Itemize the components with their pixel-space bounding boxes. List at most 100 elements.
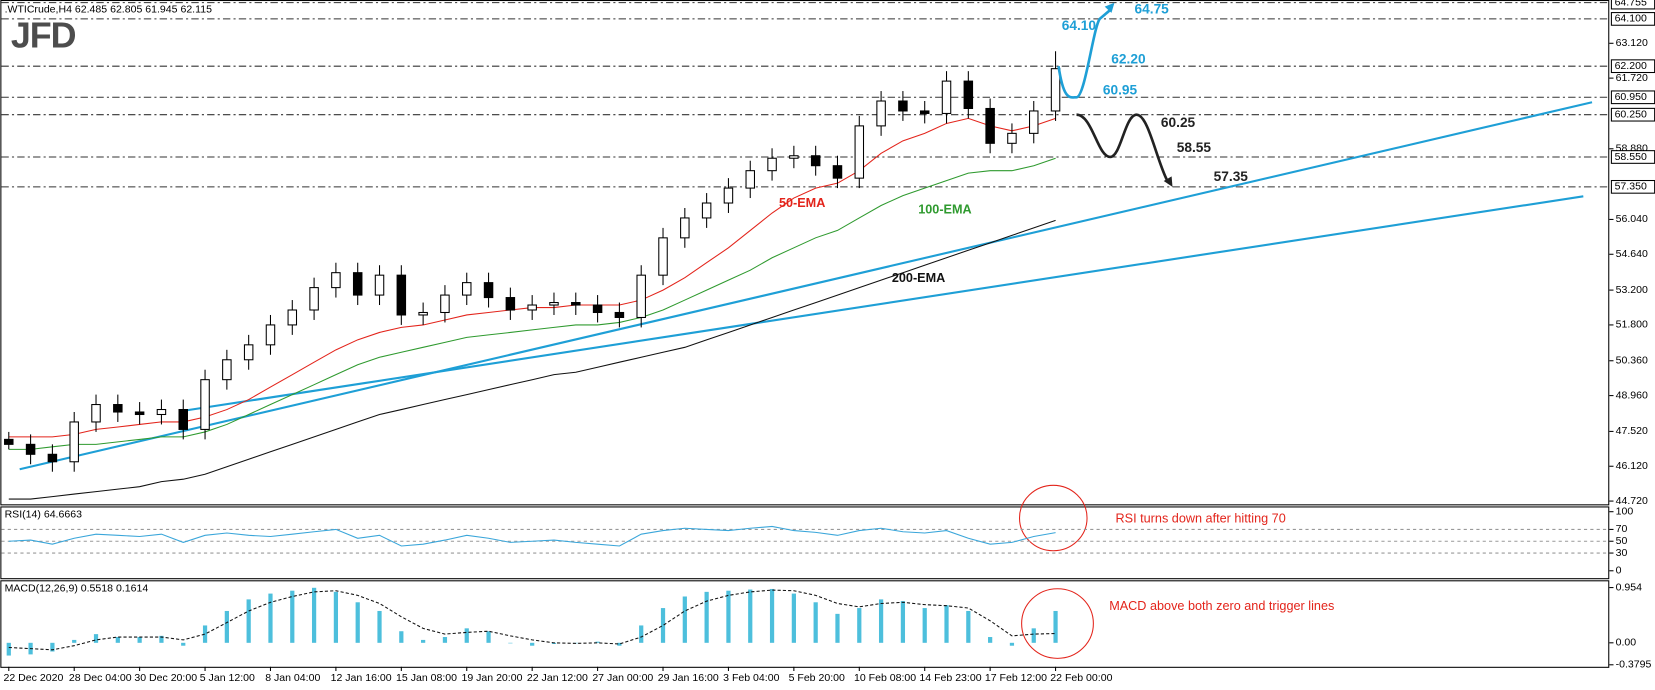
y-tick-label: 30 — [1616, 547, 1628, 559]
rsi-header: RSI(14) 64.6663 — [5, 509, 83, 521]
scenario-label: 57.35 — [1214, 169, 1249, 184]
candle-body — [462, 282, 472, 296]
candle-body — [483, 282, 494, 299]
x-tick-label: 3 Feb 04:00 — [723, 672, 779, 684]
macd-bar — [50, 642, 55, 652]
y-tick-label: 63.120 — [1616, 37, 1648, 49]
candle-body — [91, 404, 101, 423]
x-tick-label: 15 Jan 08:00 — [396, 672, 457, 684]
level-label: 64.755 — [1615, 0, 1647, 8]
macd-bar — [791, 593, 796, 643]
macd-bar — [377, 610, 382, 643]
watermark-logo: JFD — [11, 15, 76, 55]
scenario-label: 58.55 — [1177, 140, 1212, 155]
x-tick-label: 12 Jan 16:00 — [331, 672, 392, 684]
candle-body — [287, 309, 298, 326]
candle-body — [636, 274, 646, 318]
macd-bar — [137, 637, 142, 643]
candle-body — [352, 272, 363, 296]
candle-body — [243, 344, 254, 361]
bearish-scenario-arrow — [1076, 113, 1169, 182]
macd-bar — [1031, 628, 1036, 643]
level-label: 64.100 — [1615, 13, 1647, 25]
macd-bar — [202, 625, 208, 643]
candle-body — [898, 100, 908, 112]
macd-bar — [486, 631, 491, 643]
y-tick-label: 47.520 — [1616, 425, 1648, 437]
x-tick-label: 30 Dec 20:00 — [134, 672, 197, 684]
y-tick-label: -0.3795 — [1616, 659, 1652, 671]
macd-bar — [551, 642, 557, 644]
x-tick-label: 28 Dec 04:00 — [69, 672, 132, 684]
macd-bar — [704, 591, 709, 643]
y-tick-label: 50.360 — [1616, 355, 1648, 367]
y-tick-label: 0 — [1616, 565, 1622, 577]
trendline — [19, 101, 1593, 471]
rsi-highlight-circle — [1018, 484, 1088, 552]
candle-body — [418, 311, 428, 316]
x-tick-label: 8 Jan 04:00 — [265, 672, 320, 684]
macd-bar — [682, 596, 687, 643]
candle-body — [222, 359, 232, 381]
macd-bar — [660, 608, 666, 643]
scenario-label: 62.20 — [1111, 51, 1146, 66]
candle-body — [265, 324, 276, 346]
candle-body — [374, 274, 385, 296]
macd-bar — [1053, 610, 1058, 643]
price-header: .WTICrude,H4 62.485 62.805 61.945 62.115 — [5, 3, 213, 15]
macd-bar — [900, 601, 906, 643]
y-tick-label: 56.040 — [1616, 213, 1648, 225]
macd-bar — [769, 588, 775, 643]
macd-bar — [290, 590, 295, 643]
candle-body — [614, 311, 625, 318]
scenario-label: 60.25 — [1161, 115, 1196, 130]
macd-bar — [813, 602, 818, 643]
scenario-label: 64.10 — [1062, 18, 1097, 33]
candle-body — [69, 421, 79, 463]
macd-bar — [355, 602, 360, 643]
ema-label: 50-EMA — [779, 196, 825, 210]
candle-body — [200, 379, 210, 430]
macd-bar — [922, 608, 927, 643]
y-tick-label: 51.800 — [1616, 319, 1648, 331]
ema-line — [8, 219, 1056, 500]
candle-body — [571, 302, 581, 306]
macd-bar — [464, 628, 469, 643]
scenario-label: 64.75 — [1135, 2, 1170, 17]
macd-bar — [93, 634, 99, 643]
x-tick-label: 5 Feb 20:00 — [789, 672, 845, 684]
x-tick-label: 29 Jan 16:00 — [658, 672, 719, 684]
level-label: 60.250 — [1615, 108, 1647, 120]
candle-body — [876, 100, 886, 127]
arrow-head — [1104, 2, 1115, 13]
level-label: 57.350 — [1615, 181, 1647, 193]
candle-body — [156, 408, 167, 416]
x-tick-label: 5 Jan 12:00 — [200, 672, 255, 684]
candle-body — [47, 453, 58, 463]
macd-bar — [988, 637, 993, 643]
macd-bar — [268, 593, 273, 643]
candle-body — [723, 187, 734, 204]
x-tick-label: 10 Feb 08:00 — [854, 672, 916, 684]
macd-bar — [944, 605, 949, 643]
level-label: 58.550 — [1615, 151, 1647, 163]
candle-body — [701, 202, 712, 219]
x-tick-label: 14 Feb 23:00 — [919, 672, 981, 684]
y-tick-label: 50 — [1616, 535, 1628, 547]
candle-body — [331, 272, 341, 289]
y-tick-label: 44.720 — [1616, 495, 1648, 507]
candle-body — [25, 443, 36, 455]
candle-body — [592, 304, 603, 314]
y-tick-label: 48.960 — [1616, 389, 1648, 401]
macd-bar — [115, 637, 120, 643]
macd-bar — [835, 613, 840, 643]
macd-bar — [6, 642, 11, 656]
candle-body — [1007, 132, 1017, 144]
candle-body — [832, 165, 843, 179]
candle-body — [854, 125, 865, 179]
macd-header: MACD(12,26,9) 0.5518 0.1614 — [5, 582, 149, 594]
ema-label: 200-EMA — [892, 271, 945, 285]
candle-body — [985, 107, 995, 144]
